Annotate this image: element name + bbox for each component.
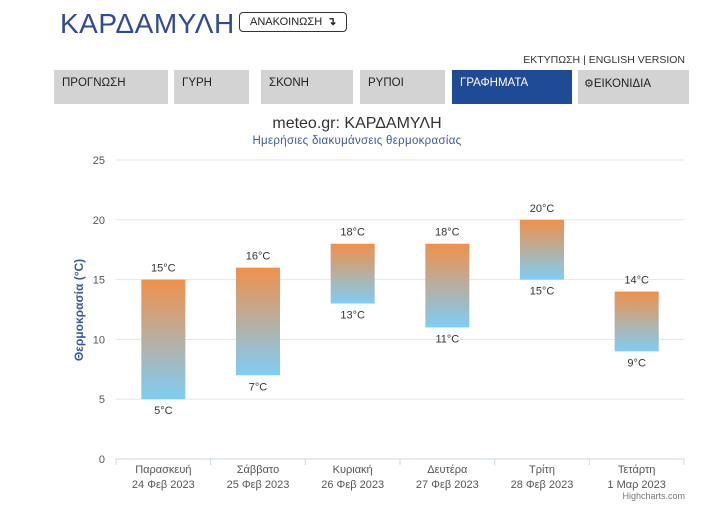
tab-label: ΓΡΑΦΗΜΑΤΑ bbox=[460, 77, 529, 89]
temperature-range-bar[interactable] bbox=[236, 267, 280, 376]
top-links: ΕΚΤΥΠΩΣΗ | ENGLISH VERSION bbox=[523, 54, 685, 66]
high-temp-label: 15°C bbox=[151, 263, 176, 275]
low-temp-label: 5°C bbox=[154, 405, 173, 417]
tab-pollutants[interactable]: ΡΥΠΟΙ bbox=[360, 70, 445, 104]
link-separator: | bbox=[583, 54, 586, 66]
low-temp-label: 11°C bbox=[435, 333, 459, 345]
x-category-label: Παρασκευή bbox=[135, 464, 191, 476]
high-temp-label: 14°C bbox=[624, 275, 649, 287]
notice-button[interactable]: ΑΝΑΚΟΙΝΩΣΗ ↴ bbox=[239, 12, 348, 32]
x-category-label: 24 Φεβ 2023 bbox=[132, 479, 195, 491]
tab-dust[interactable]: ΣΚΟΝΗ bbox=[261, 70, 353, 104]
y-tick-label: 20 bbox=[93, 215, 105, 227]
notice-label: ΑΝΑΚΟΙΝΩΣΗ bbox=[250, 16, 323, 28]
high-temp-label: 18°C bbox=[340, 227, 365, 239]
arrow-down-icon: ↴ bbox=[327, 16, 337, 28]
tab-label: ΓΥΡΗ bbox=[182, 77, 212, 89]
tab-label: ΣΚΟΝΗ bbox=[269, 77, 309, 89]
tab-pollen[interactable]: ΓΥΡΗ bbox=[174, 70, 249, 104]
high-temp-label: 16°C bbox=[246, 251, 271, 263]
x-category-label: 26 Φεβ 2023 bbox=[321, 479, 384, 491]
tab-icons[interactable]: ⚙ΕΙΚΟΝΙΔΙΑ bbox=[578, 70, 689, 104]
y-axis-label: Θερμοκρασία (°C) bbox=[72, 259, 86, 361]
x-category-label: Δευτέρα bbox=[427, 464, 468, 476]
chart-title: meteo.gr: ΚΑΡΔΑΜΥΛΗ bbox=[272, 115, 442, 132]
x-category-label: Σάββατο bbox=[237, 464, 279, 476]
y-tick-label: 10 bbox=[93, 334, 105, 346]
x-category-label: 1 Μαρ 2023 bbox=[607, 479, 665, 491]
high-temp-label: 18°C bbox=[435, 227, 460, 239]
high-temp-label: 20°C bbox=[530, 203, 555, 215]
print-link[interactable]: ΕΚΤΥΠΩΣΗ bbox=[523, 54, 581, 66]
gear-icon: ⚙ bbox=[584, 78, 594, 90]
tab-label: ΡΥΠΟΙ bbox=[368, 77, 404, 89]
tab-forecast[interactable]: ΠΡΟΓΝΩΣΗ bbox=[54, 70, 168, 104]
x-category-label: 27 Φεβ 2023 bbox=[416, 479, 479, 491]
temperature-range-bar[interactable] bbox=[614, 291, 659, 352]
low-temp-label: 13°C bbox=[340, 310, 365, 322]
tab-label: ΠΡΟΓΝΩΣΗ bbox=[62, 77, 126, 89]
temperature-range-bar[interactable] bbox=[425, 243, 470, 328]
low-temp-label: 7°C bbox=[249, 381, 268, 393]
y-tick-label: 15 bbox=[93, 275, 105, 287]
temperature-range-bar[interactable] bbox=[520, 219, 564, 280]
x-category-label: 25 Φεβ 2023 bbox=[227, 479, 290, 491]
y-tick-label: 0 bbox=[99, 454, 105, 466]
low-temp-label: 15°C bbox=[530, 286, 555, 298]
y-tick-label: 25 bbox=[93, 155, 105, 167]
tab-graphs[interactable]: ΓΡΑΦΗΜΑΤΑ bbox=[452, 70, 572, 104]
temperature-range-bar[interactable] bbox=[330, 243, 375, 304]
x-category-label: Τρίτη bbox=[529, 464, 555, 476]
x-category-label: Τετάρτη bbox=[618, 464, 656, 476]
main-tabs: ΠΡΟΓΝΩΣΗ ΓΥΡΗ ΣΚΟΝΗ ΡΥΠΟΙ ΓΡΑΦΗΜΑΤΑ ⚙ΕΙΚ… bbox=[54, 70, 689, 104]
x-category-label: 28 Φεβ 2023 bbox=[511, 479, 574, 491]
english-version-link[interactable]: ENGLISH VERSION bbox=[588, 54, 685, 66]
chart-subtitle: Ημερήσιες διακυμάνσεις θερμοκρασίας bbox=[252, 135, 462, 147]
location-title: ΚΑΡΔΑΜΥΛΗ bbox=[60, 8, 235, 39]
tab-label: ΕΙΚΟΝΙΔΙΑ bbox=[593, 78, 652, 90]
highcharts-credit[interactable]: Highcharts.com bbox=[622, 491, 685, 501]
x-category-label: Κυριακή bbox=[333, 464, 373, 476]
temperature-range-bar[interactable] bbox=[141, 279, 186, 400]
low-temp-label: 9°C bbox=[627, 357, 646, 369]
y-tick-label: 5 bbox=[99, 394, 105, 406]
